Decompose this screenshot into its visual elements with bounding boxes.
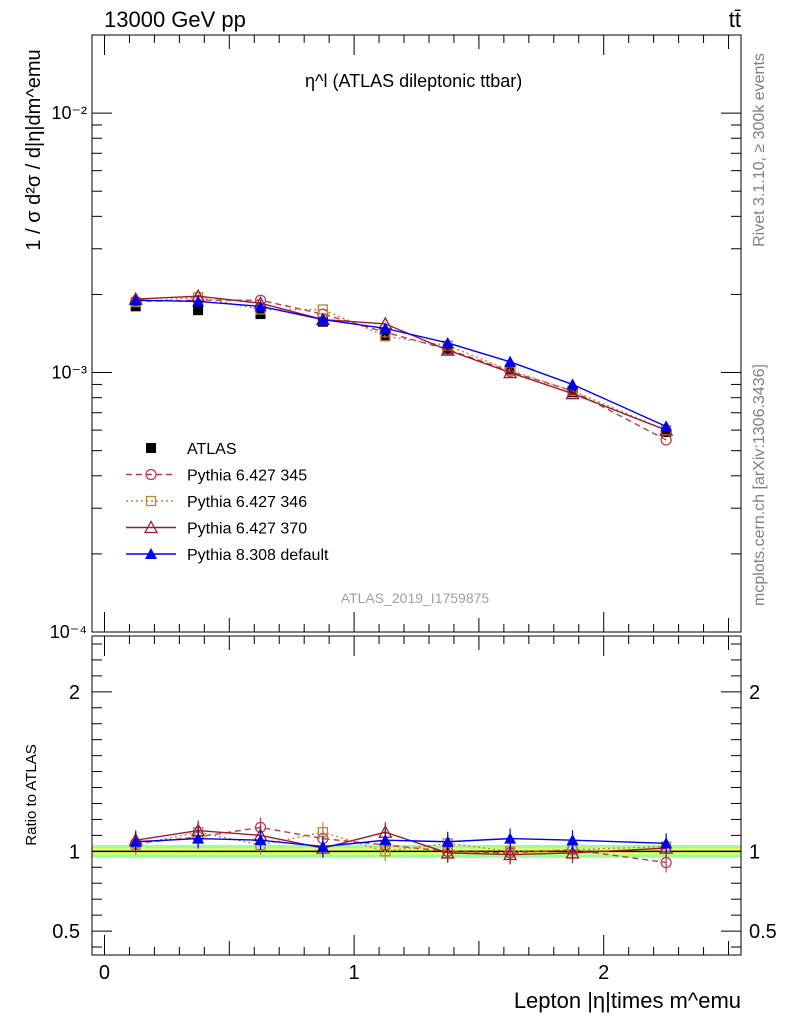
ratio-data-point [192, 832, 205, 844]
legend-marker [145, 548, 157, 559]
legend: ATLAS Pythia 6.427 345 Pythia 6.427 346 Pyt… [126, 441, 329, 564]
main-series-line [135, 299, 667, 441]
plot-title: η^l (ATLAS dileptonic ttbar) [305, 71, 522, 91]
ratio-panel: 0 1 2 0.5 0.5 1 1 2 2 [52, 635, 777, 984]
legend-label: Pythia 8.308 default [187, 547, 329, 564]
ratio-data-point [565, 845, 580, 859]
ratio-data-point [254, 834, 267, 846]
main-data-point [503, 365, 518, 379]
ratio-ytick-label: 1 [69, 841, 80, 863]
main-data-point [441, 336, 454, 348]
ratio-ytick-label-right: 1 [749, 841, 760, 863]
ratio-data-point [660, 837, 673, 849]
main-data-point [566, 378, 579, 390]
ratio-ytick-label-right: 2 [749, 682, 760, 704]
main-frame [91, 34, 742, 633]
analysis-label: ATLAS_2019_I1759875 [341, 590, 490, 606]
rivet-label: Rivet 3.1.10, ≥ 300k events [751, 53, 768, 247]
plot-title-text: η^l (ATLAS dileptonic ttbar) [305, 71, 522, 91]
ratio-data-point [316, 840, 329, 852]
main-ylabel: 1 / σ d²σ / d|η|dm^emu [23, 49, 45, 250]
legend-marker [146, 443, 156, 453]
legend-marker [143, 520, 159, 534]
xlabel: Lepton |η|times m^emu [514, 988, 741, 1013]
main-data-point [660, 420, 673, 432]
ratio-frame [91, 635, 742, 956]
main-series-line [135, 296, 667, 431]
main-data-point [565, 386, 580, 400]
ratio-data-point [566, 834, 579, 846]
xtick-label: 0 [99, 962, 110, 984]
legend-marker [145, 468, 157, 481]
legend-marker [145, 495, 157, 507]
main-data-point [129, 294, 142, 306]
legend-label: Pythia 6.427 346 [187, 494, 307, 511]
legend-label: Pythia 6.427 370 [187, 521, 307, 538]
ratio-data-point [503, 847, 518, 861]
main-panel: 10⁻² 10⁻³ 10⁻⁴ [50, 34, 742, 642]
ratio-ylabel: Ratio to ATLAS [23, 744, 40, 845]
ratio-data-point [441, 835, 454, 847]
mcplots-label: mcplots.cern.ch [arXiv:1306.3436] [751, 364, 768, 606]
main-data-point [661, 427, 672, 438]
ratio-data-point [379, 834, 392, 846]
ratio-data-point [129, 835, 142, 847]
xtick-label: 2 [598, 962, 609, 984]
process-label: tt̄ [729, 7, 741, 32]
xtick-label: 1 [349, 962, 360, 984]
main-ytick-label: 10⁻³ [51, 363, 87, 383]
main-data-point [440, 342, 455, 356]
ratio-ytick-label-right: 0.5 [749, 921, 777, 943]
ratio-ytick-label: 2 [69, 682, 80, 704]
main-series-line [135, 299, 667, 428]
collision-label: 13000 GeV pp [104, 7, 246, 32]
main-ytick-label: 10⁻⁴ [50, 622, 87, 642]
main-data-point [254, 300, 267, 312]
ratio-data-point [504, 832, 517, 844]
ratio-data-point [440, 845, 455, 859]
legend-label: ATLAS [187, 441, 237, 458]
main-data-point [193, 305, 204, 316]
main-data-point [379, 322, 392, 334]
main-data-point [316, 313, 329, 325]
main-data-point [567, 387, 578, 398]
main-data-point [442, 344, 453, 355]
legend-label: Pythia 6.427 345 [187, 468, 307, 485]
main-data-point [504, 355, 517, 367]
main-ytick-label: 10⁻² [51, 103, 87, 123]
ratio-ytick-label: 0.5 [52, 921, 80, 943]
main-data-point [192, 295, 205, 307]
main-series-line [135, 295, 667, 431]
